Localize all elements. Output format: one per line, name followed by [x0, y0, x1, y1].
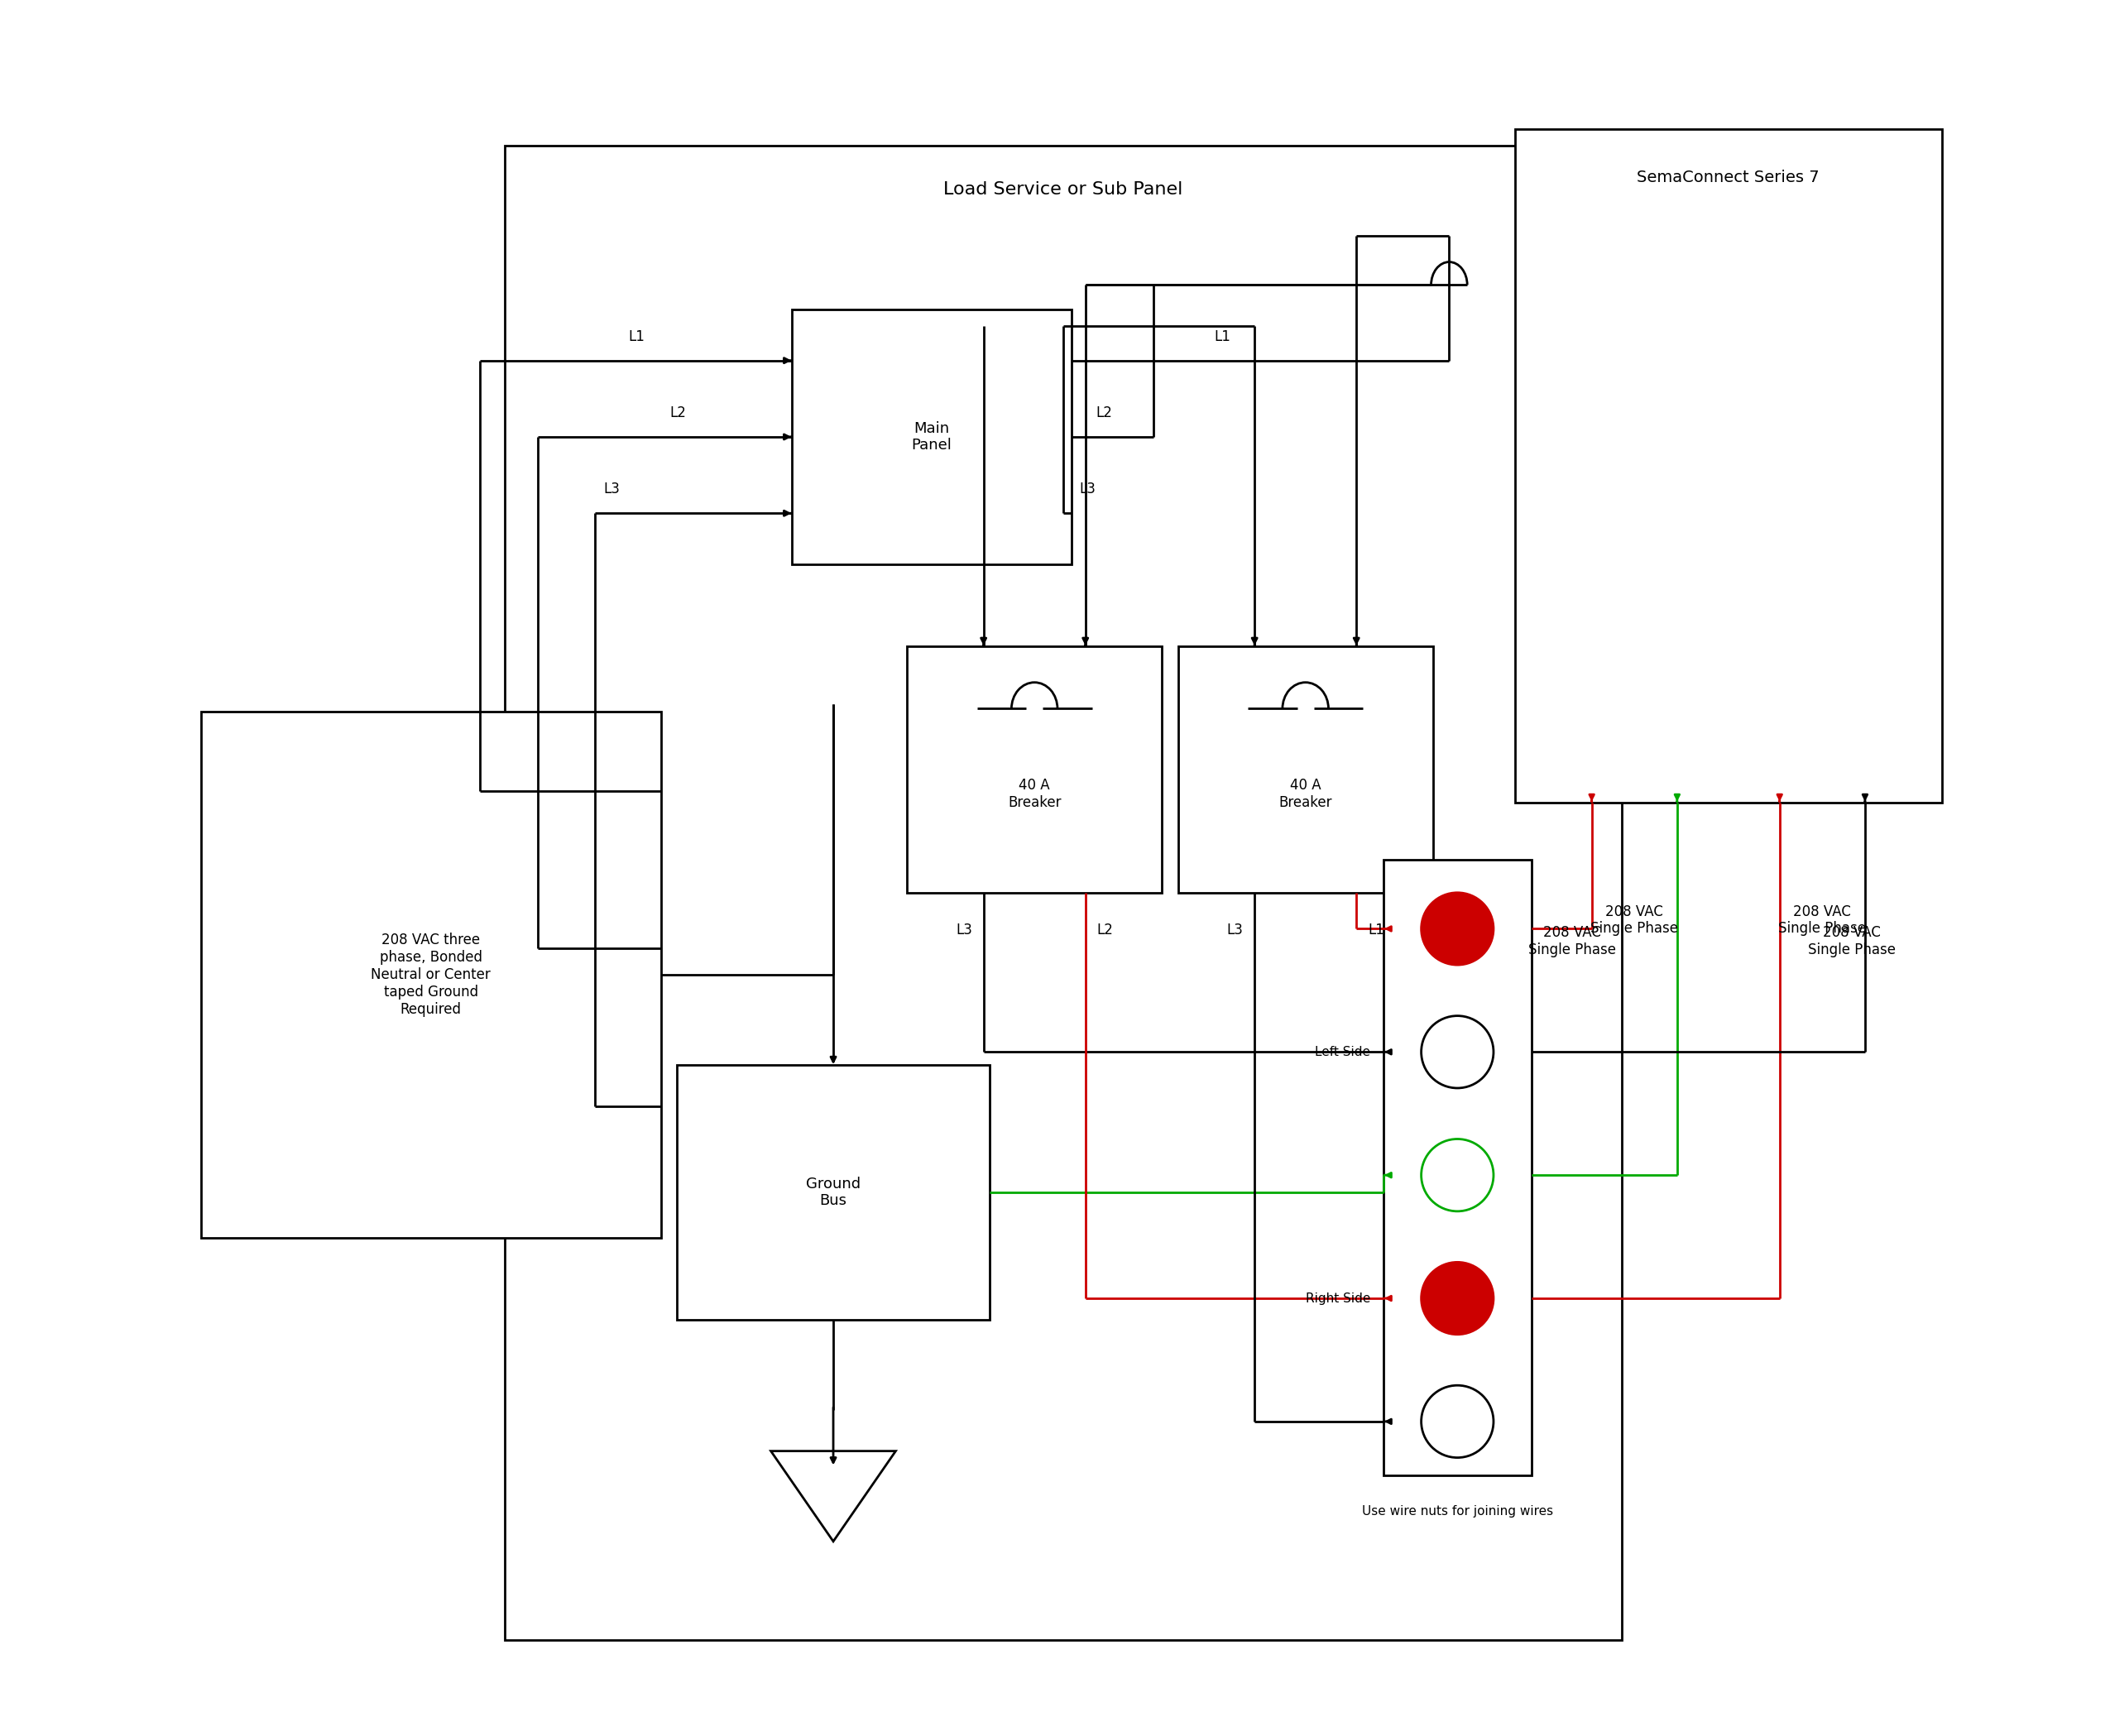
Bar	[677, 1066, 990, 1319]
Text: Load Service or Sub Panel: Load Service or Sub Panel	[943, 182, 1184, 198]
Bar	[1177, 646, 1433, 892]
Text: 208 VAC three
phase, Bonded
Neutral or Center
taped Ground
Required: 208 VAC three phase, Bonded Neutral or C…	[371, 932, 492, 1017]
Text: L1: L1	[629, 330, 644, 344]
Text: L3: L3	[603, 483, 620, 496]
Text: L3: L3	[956, 922, 973, 937]
Text: Main
Panel: Main Panel	[912, 420, 952, 453]
Bar	[907, 646, 1163, 892]
Text: 208 VAC
Single Phase: 208 VAC Single Phase	[1528, 925, 1616, 958]
Circle shape	[1422, 1385, 1494, 1458]
Text: 208 VAC
Single Phase: 208 VAC Single Phase	[1591, 904, 1677, 936]
Text: 40 A
Breaker: 40 A Breaker	[1279, 778, 1331, 811]
Bar	[200, 712, 660, 1238]
Text: L2: L2	[669, 406, 686, 420]
Text: Right Side: Right Side	[1306, 1292, 1369, 1304]
Text: 208 VAC
Single Phase: 208 VAC Single Phase	[1779, 904, 1865, 936]
Bar	[504, 146, 1623, 1641]
Text: Use wire nuts for joining wires: Use wire nuts for joining wires	[1361, 1505, 1553, 1517]
Text: L2: L2	[1097, 922, 1114, 937]
Text: L3: L3	[1080, 483, 1095, 496]
Text: L2: L2	[1095, 406, 1112, 420]
Text: L3: L3	[1226, 922, 1243, 937]
Circle shape	[1422, 892, 1494, 965]
Circle shape	[1422, 1139, 1494, 1212]
Text: 208 VAC
Single Phase: 208 VAC Single Phase	[1808, 925, 1895, 958]
Circle shape	[1422, 1016, 1494, 1088]
Bar	[1515, 128, 1941, 802]
Text: L1: L1	[1213, 330, 1230, 344]
Text: Ground
Bus: Ground Bus	[806, 1177, 861, 1208]
Bar	[791, 309, 1072, 564]
Text: SemaConnect Series 7: SemaConnect Series 7	[1637, 170, 1819, 186]
Text: 40 A
Breaker: 40 A Breaker	[1009, 778, 1061, 811]
Bar	[1384, 859, 1532, 1476]
Text: L1: L1	[1367, 922, 1384, 937]
Circle shape	[1422, 1262, 1494, 1335]
Text: Left Side: Left Side	[1315, 1045, 1369, 1059]
